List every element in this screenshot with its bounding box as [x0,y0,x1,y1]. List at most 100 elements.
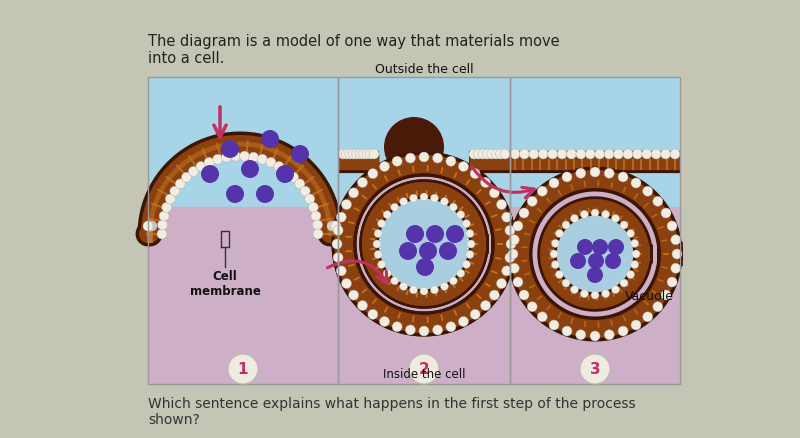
Circle shape [419,326,429,336]
Circle shape [580,211,588,219]
Circle shape [410,286,418,294]
Circle shape [226,186,244,204]
Circle shape [300,187,310,197]
Circle shape [505,253,515,263]
Circle shape [611,215,619,223]
Circle shape [586,150,595,159]
Circle shape [228,354,258,384]
Circle shape [170,187,180,197]
Circle shape [626,230,634,238]
Circle shape [500,150,510,159]
Polygon shape [148,145,338,234]
Circle shape [457,211,465,219]
Circle shape [400,283,408,291]
Circle shape [618,326,628,336]
Circle shape [143,222,154,231]
Circle shape [482,150,492,159]
Circle shape [538,312,547,322]
Circle shape [348,150,358,159]
Circle shape [266,158,276,168]
Circle shape [508,249,518,259]
Circle shape [146,222,155,231]
Circle shape [345,150,355,159]
Text: The diagram is a model of one way that materials move
into a cell.: The diagram is a model of one way that m… [148,34,560,66]
Circle shape [497,200,506,210]
Circle shape [305,194,314,205]
Circle shape [591,209,599,218]
Circle shape [502,212,512,223]
Circle shape [333,226,343,236]
Text: Outside the cell: Outside the cell [374,63,474,76]
Text: Inside the cell: Inside the cell [382,367,466,380]
Circle shape [294,180,305,189]
Circle shape [378,220,386,228]
Circle shape [486,150,497,159]
Circle shape [258,155,267,165]
Circle shape [162,203,172,213]
Circle shape [580,290,588,298]
Circle shape [410,195,418,203]
Circle shape [551,240,559,248]
Circle shape [331,222,341,231]
Circle shape [157,230,167,240]
Circle shape [577,240,593,255]
Circle shape [519,208,529,219]
Circle shape [446,322,456,332]
Circle shape [497,279,506,289]
Circle shape [392,157,402,167]
Circle shape [349,290,358,300]
Circle shape [230,152,241,162]
Bar [510,78,680,384]
Circle shape [146,222,156,231]
Circle shape [338,150,348,159]
Circle shape [527,197,537,207]
Circle shape [587,267,603,283]
Circle shape [390,204,398,212]
Bar [148,78,338,384]
Circle shape [426,226,444,244]
Circle shape [562,326,572,336]
Circle shape [519,290,529,300]
Circle shape [604,150,614,159]
Circle shape [222,153,231,163]
Circle shape [342,150,351,159]
Circle shape [327,222,337,231]
Circle shape [548,150,558,159]
Circle shape [313,230,323,240]
Circle shape [670,235,681,245]
Circle shape [667,277,677,287]
Circle shape [495,150,506,159]
Circle shape [348,169,500,320]
Circle shape [653,197,663,207]
Circle shape [576,330,586,340]
Circle shape [470,169,480,179]
Circle shape [378,261,386,269]
Circle shape [336,266,346,276]
Circle shape [196,162,206,172]
Circle shape [462,261,470,269]
Circle shape [620,222,628,230]
Circle shape [256,186,274,204]
Text: 3: 3 [590,362,600,377]
Circle shape [409,354,439,384]
Circle shape [608,240,624,255]
Circle shape [308,203,318,213]
Circle shape [550,251,558,258]
Circle shape [457,270,465,278]
Circle shape [333,253,343,263]
Circle shape [466,251,474,259]
Circle shape [143,222,153,231]
Circle shape [328,222,338,231]
Circle shape [439,243,457,261]
Circle shape [276,166,294,184]
Circle shape [642,150,652,159]
Circle shape [462,220,470,228]
Text: 2: 2 [418,362,430,377]
Circle shape [458,162,469,172]
Circle shape [502,266,512,276]
Circle shape [630,240,638,248]
Circle shape [336,212,346,223]
Circle shape [362,150,372,159]
Circle shape [602,290,610,298]
Circle shape [538,150,548,159]
